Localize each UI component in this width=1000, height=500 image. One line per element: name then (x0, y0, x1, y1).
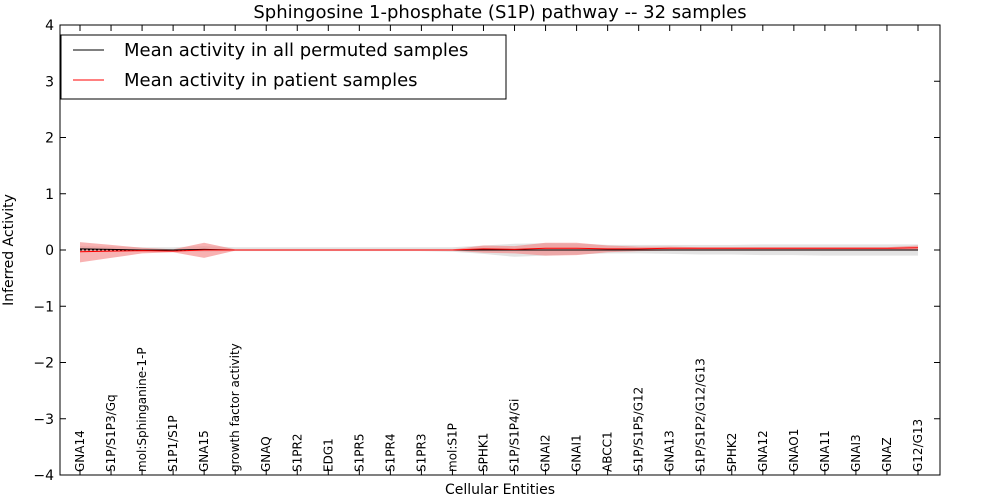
legend-entries: Mean activity in all permuted samples Mea… (73, 40, 468, 91)
x-tick-label: S1P/S1P3/Gq (104, 394, 118, 472)
confidence-bands (80, 242, 918, 263)
line-series-2 (79, 247, 919, 253)
series-lines (79, 247, 919, 253)
x-tick-label: GNA11 (818, 430, 832, 472)
y-tick-label: −2 (33, 356, 54, 372)
x-tick-label: EDG1 (321, 438, 335, 472)
plot-frame (59, 24, 941, 476)
x-tick-label: S1P/S1P4/Gi (508, 399, 522, 472)
y-tick-label: 1 (45, 187, 54, 203)
x-tick-labels: GNA14 S1P/S1P3/Gq mol:Sphinganine-1-P S1P1/… (73, 343, 925, 472)
y-axis-label: Inferred Activity (1, 194, 17, 306)
x-tick-label: GNAO1 (787, 429, 801, 472)
band-series-2 (80, 242, 918, 263)
chart-title: Sphingosine 1-phosphate (S1P) pathway --… (253, 2, 746, 23)
x-tick-label: GNAI2 (539, 434, 553, 472)
x-tick-label: S1PR5 (352, 434, 366, 472)
y-tick-label: 4 (45, 18, 54, 34)
x-axis-label: Cellular Entities (445, 482, 555, 498)
x-tick-label: GNAI1 (570, 434, 584, 472)
x-tick-label: mol:S1P (445, 423, 459, 472)
x-tick-label: ABCC1 (601, 431, 615, 472)
x-tick-label: G12/G13 (911, 419, 925, 472)
x-tick-label: GNA14 (73, 430, 87, 472)
x-tick-label: S1P1/S1P (166, 415, 180, 472)
x-tick-label: GNA15 (197, 430, 211, 472)
legend: Mean activity in all permuted samples Mea… (60, 34, 507, 100)
legend-label-2: Mean activity in patient samples (124, 70, 418, 91)
x-tick-label: GNAQ (259, 436, 273, 472)
x-tick-label: GNAI3 (849, 434, 863, 472)
legend-box (60, 34, 507, 100)
x-tick-label: growth factor activity (228, 343, 242, 472)
y-tick-label: −3 (33, 412, 54, 428)
y-tick-label: −1 (33, 299, 54, 315)
y-tick-label: 2 (45, 131, 54, 147)
x-tick-label: mol:Sphinganine-1-P (135, 347, 149, 472)
x-tick-label: SPHK2 (725, 433, 739, 472)
x-tick-label: GNA12 (756, 430, 770, 472)
x-tick-label: S1PR3 (414, 434, 428, 472)
x-tick-label: S1P/S1P5/G12 (632, 387, 646, 472)
x-tick-label: SPHK1 (477, 433, 491, 472)
y-tick-label: 3 (45, 74, 54, 90)
y-tick-labels: 4 3 2 1 0 −1 −2 −3 −4 (33, 18, 54, 484)
y-tick-label: −4 (33, 468, 54, 484)
x-tick-label: S1PR2 (290, 434, 304, 472)
y-tick-label: 0 (45, 243, 54, 259)
x-tick-label: GNAZ (880, 437, 894, 472)
x-tick-label: S1P/S1P2/G12/G13 (694, 358, 708, 472)
x-tick-label: GNA13 (663, 430, 677, 472)
x-tick-label: S1PR4 (383, 434, 397, 472)
legend-label-1: Mean activity in all permuted samples (124, 40, 468, 61)
